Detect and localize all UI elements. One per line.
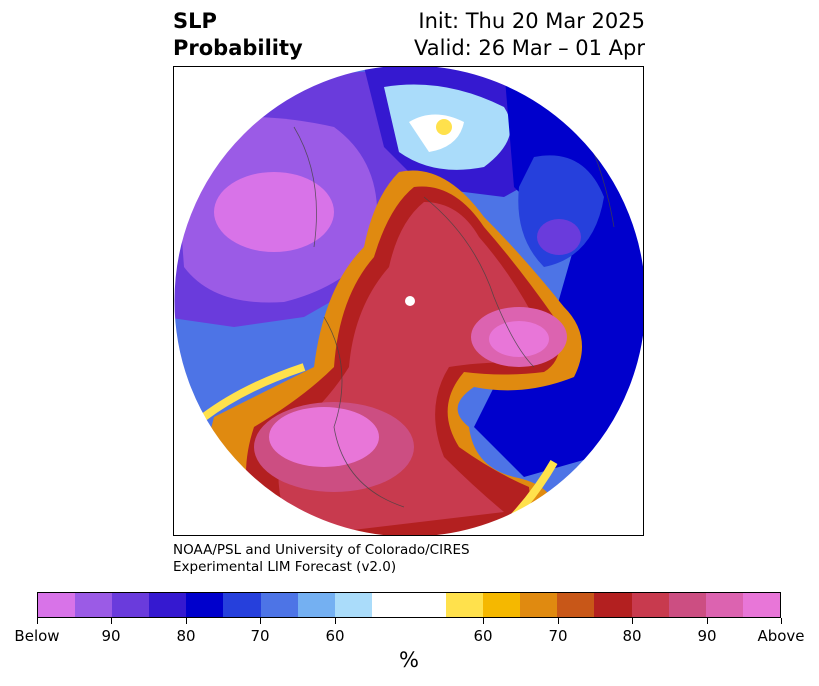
colorbar-tick — [707, 618, 708, 624]
colorbar-segment — [557, 593, 595, 617]
colorbar-tick-label: Below — [14, 627, 60, 645]
colorbar-segment — [371, 593, 447, 617]
title-right: Init: Thu 20 Mar 2025 Valid: 26 Mar – 01… — [414, 8, 645, 62]
north-pole-marker — [405, 296, 415, 306]
polar-stereographic-map — [174, 67, 643, 535]
colorbar-tick-label: 60 — [473, 627, 493, 645]
credit-text: NOAA/PSL and University of Colorado/CIRE… — [173, 542, 470, 576]
colorbar-segment — [260, 593, 298, 617]
credit-line-2: Experimental LIM Forecast (v2.0) — [173, 559, 397, 575]
colorbar-segment — [742, 593, 780, 617]
colorbar-tick — [260, 618, 261, 624]
colorbar-segment — [149, 593, 187, 617]
colorbar-tick-label: 80 — [622, 627, 642, 645]
pacific-low-core — [214, 172, 334, 252]
credit-line-1: NOAA/PSL and University of Colorado/CIRE… — [173, 542, 470, 558]
colorbar-tick — [558, 618, 559, 624]
colorbar-tick — [111, 618, 112, 624]
init-date: Init: Thu 20 Mar 2025 — [418, 9, 645, 33]
colorbar-segment — [446, 593, 484, 617]
colorbar-tick — [483, 618, 484, 624]
colorbar-segment — [594, 593, 632, 617]
colorbar-segment — [631, 593, 669, 617]
title-product: Probability — [173, 36, 303, 60]
colorbar-segment — [334, 593, 372, 617]
colorbar-segment — [668, 593, 706, 617]
colorbar-segment — [483, 593, 521, 617]
colorbar-segment — [705, 593, 743, 617]
colorbar-segment — [223, 593, 261, 617]
colorbar-segment — [520, 593, 558, 617]
colorbar-tick — [186, 618, 187, 624]
colorbar-segment — [112, 593, 150, 617]
title-left: SLP Probability — [173, 8, 303, 62]
colorbar-tick-label: 90 — [697, 627, 717, 645]
colorbar-segment — [186, 593, 224, 617]
colorbar-tick — [37, 618, 38, 624]
colorbar-tick-label: 60 — [325, 627, 345, 645]
valid-range: Valid: 26 Mar – 01 Apr — [414, 36, 645, 60]
colorbar-segment — [75, 593, 113, 617]
colorbar-tick-label: 90 — [101, 627, 121, 645]
colorbar-tick-label: Above — [757, 627, 805, 645]
colorbar-tick-label: 70 — [250, 627, 270, 645]
colorbar-tick-label: 70 — [548, 627, 568, 645]
colorbar-unit: % — [399, 648, 419, 672]
colorbar-tick — [781, 618, 782, 624]
colorbar-segment — [297, 593, 335, 617]
colorbar-tick-label: 80 — [176, 627, 196, 645]
title-variable: SLP — [173, 9, 217, 33]
colorbar-tick — [335, 618, 336, 624]
colorbar-tick — [632, 618, 633, 624]
colorbar-segment — [38, 593, 76, 617]
map-panel — [173, 66, 644, 536]
colorbar — [37, 592, 781, 618]
